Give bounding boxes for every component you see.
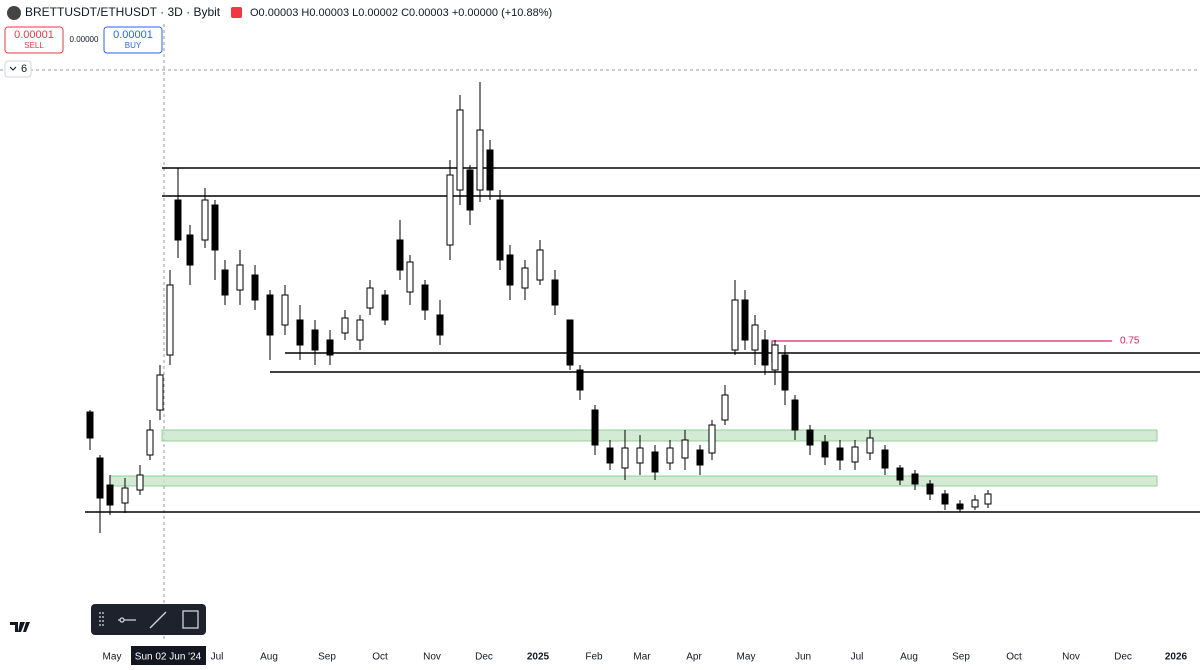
tradingview-logo[interactable] xyxy=(10,622,30,632)
time-label: Aug xyxy=(900,652,918,663)
trend-line-tool[interactable] xyxy=(149,611,167,629)
time-label: Jul xyxy=(211,652,224,663)
drag-handle[interactable] xyxy=(99,612,104,627)
fib-label: 0.75 xyxy=(1120,336,1140,347)
crosshair-time-box xyxy=(131,646,206,666)
time-label: Sep xyxy=(318,652,336,663)
time-axis: May Jul Aug Sep Oct Nov Dec 2025 Feb Mar Apr May Jun… xyxy=(103,652,1188,663)
support-zone[interactable] xyxy=(109,475,1158,487)
time-label: Oct xyxy=(372,652,388,663)
time-label: May xyxy=(103,652,122,663)
buy-label[interactable]: BUY xyxy=(125,41,142,50)
time-label: Nov xyxy=(1062,652,1080,663)
time-label: Dec xyxy=(475,652,493,663)
sell-label[interactable]: SELL xyxy=(24,41,44,50)
time-label: Sep xyxy=(952,652,970,663)
time-label: 2025 xyxy=(527,652,550,663)
time-label: Dec xyxy=(1114,652,1132,663)
crosshair-time: Sun 02 Jun '24 xyxy=(135,652,202,663)
time-label: Aug xyxy=(260,652,278,663)
buy-button[interactable] xyxy=(103,26,163,54)
sell-price[interactable]: 0.00001 xyxy=(14,29,54,41)
time-label: 2026 xyxy=(1165,652,1188,663)
time-label: Mar xyxy=(633,652,651,663)
indicators-count[interactable]: 6 xyxy=(21,63,27,75)
time-label: Jul xyxy=(851,652,864,663)
status-icon[interactable] xyxy=(231,7,242,18)
time-label: May xyxy=(737,652,756,663)
spread: 0.00000 xyxy=(70,35,99,44)
time-label: Nov xyxy=(423,652,441,663)
time-label: Feb xyxy=(585,652,603,663)
symbol-title[interactable]: BRETTUSDT/ETHUSDT · 3D · Bybit xyxy=(25,5,221,19)
time-label: Jun xyxy=(795,652,811,663)
support-zone[interactable] xyxy=(161,429,1158,442)
chevron xyxy=(9,66,17,71)
candle-bodies-down xyxy=(86,149,964,510)
time-label: Apr xyxy=(686,652,702,663)
symbol-icon[interactable] xyxy=(7,6,21,20)
rectangle-tool[interactable] xyxy=(182,610,199,629)
ohlc-values: O0.00003 H0.00003 L0.00002 C0.00003 +0.0… xyxy=(250,7,552,19)
sell-button[interactable] xyxy=(4,26,64,54)
drawing-toolbar xyxy=(91,604,206,635)
buy-price[interactable]: 0.00001 xyxy=(113,29,153,41)
indicators-toggle[interactable] xyxy=(4,60,32,78)
levels xyxy=(85,167,1200,513)
candle-bodies-up xyxy=(121,109,992,508)
toolbar-icons xyxy=(99,610,199,629)
time-label: Oct xyxy=(1006,652,1022,663)
